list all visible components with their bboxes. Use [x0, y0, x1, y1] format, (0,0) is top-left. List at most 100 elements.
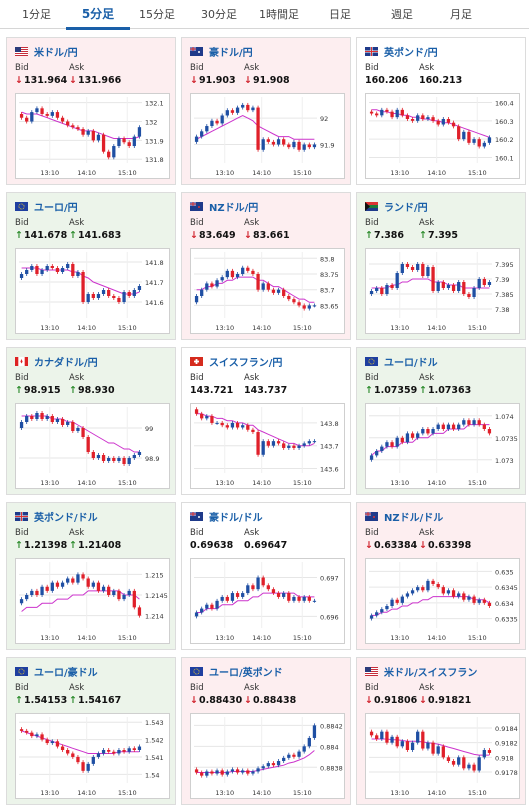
currency-pair-title[interactable]: 英ポンド/円 — [365, 44, 438, 59]
price-chart[interactable]: 1.543 1.542 1.541 1.54 13:10 14:10 15:10 — [15, 713, 170, 799]
nz-flag-icon — [365, 511, 378, 521]
tab-1min[interactable]: 1分足 — [22, 8, 51, 21]
candlestick-chart[interactable]: 0.697 0.696 13:10 14:10 15:10 — [190, 558, 345, 644]
currency-card[interactable]: ユーロ/円 Bid Ask ↑141.678 ↑141.683 141.8 141.7 141… — [6, 192, 176, 340]
currency-card[interactable]: カナダドル/円 Bid Ask ↑98.915 ↑98.930 99 98.9 13:10 14… — [6, 347, 176, 495]
price-chart[interactable]: 99 98.9 13:10 14:10 15:10 — [15, 403, 170, 489]
currency-pair-name[interactable]: カナダドル/円 — [34, 357, 98, 369]
currency-card[interactable]: ユーロ/豪ドル Bid Ask ↑1.54153 ↑1.54167 1.543 1.542 1… — [6, 657, 176, 805]
candle-up — [276, 761, 281, 766]
candlestick-chart[interactable]: 141.8 141.7 141.6 13:10 14:10 15:10 — [15, 248, 170, 334]
currency-pair-name[interactable]: NZドル/円 — [209, 202, 259, 214]
candlestick-chart[interactable]: 99 98.9 13:10 14:10 15:10 — [15, 403, 170, 489]
y-tick-label: 143.6 — [320, 465, 339, 473]
currency-pair-name[interactable]: NZドル/ドル — [384, 512, 444, 524]
currency-pair-title[interactable]: スイスフラン/円 — [190, 354, 283, 369]
currency-pair-name[interactable]: 豪ドル/ドル — [209, 512, 263, 524]
candlestick-chart[interactable]: 0.635 0.6345 0.634 0.6335 13:10 14:10 15:10 — [365, 558, 520, 644]
currency-card[interactable]: NZドル/円 Bid Ask ↓83.649 ↓83.661 83.8 83.75 83.7 8… — [181, 192, 351, 340]
candlestick-chart[interactable]: 0.8842 0.884 0.8838 13:10 14:10 15:10 — [190, 713, 345, 799]
price-chart[interactable]: 0.697 0.696 13:10 14:10 15:10 — [190, 558, 345, 644]
currency-pair-title[interactable]: ユーロ/ドル — [365, 354, 438, 369]
bid-value-text: 131.964 — [23, 75, 68, 86]
currency-pair-name[interactable]: 英ポンド/ドル — [34, 512, 98, 524]
price-chart[interactable]: 1.215 1.2145 1.214 13:10 14:10 15:10 — [15, 558, 170, 644]
ask-value: ↑1.54167 — [69, 695, 121, 706]
candlestick-chart[interactable]: 7.395 7.39 7.385 7.38 13:10 14:10 15:10 — [365, 248, 520, 334]
candle-up — [302, 443, 306, 446]
y-tick-label: 1.214 — [145, 613, 164, 621]
candle-down — [235, 422, 240, 428]
currency-pair-title[interactable]: 英ポンド/ドル — [15, 509, 98, 524]
price-chart[interactable]: 92 91.9 13:10 14:10 15:10 — [190, 93, 345, 179]
currency-card[interactable]: 豪ドル/円 Bid Ask ↓91.903 ↓91.908 92 91.9 13:10 14:1… — [181, 37, 351, 185]
currency-pair-title[interactable]: 豪ドル/ドル — [190, 509, 263, 524]
candlestick-chart[interactable]: 1.543 1.542 1.541 1.54 13:10 14:10 15:10 — [15, 713, 170, 799]
candle-down — [395, 599, 399, 603]
price-chart[interactable]: 0.635 0.6345 0.634 0.6335 13:10 14:10 15:10 — [365, 558, 520, 644]
currency-card[interactable]: ユーロ/英ポンド Bid Ask ↓0.88430 ↓0.88438 0.8842 0.88… — [181, 657, 351, 805]
candle-up — [137, 127, 142, 137]
candle-up — [426, 117, 430, 119]
currency-pair-name[interactable]: 米ドル/円 — [34, 47, 78, 59]
candlestick-chart[interactable]: 1.215 1.2145 1.214 13:10 14:10 15:10 — [15, 558, 170, 644]
currency-pair-title[interactable]: ユーロ/円 — [15, 199, 78, 214]
currency-card[interactable]: 豪ドル/ドル Bid Ask 0.69638 0.69647 0.697 0.696 13:1… — [181, 502, 351, 650]
price-chart[interactable]: 0.8842 0.884 0.8838 13:10 14:10 15:10 — [190, 713, 345, 799]
currency-pair-name[interactable]: 米ドル/スイスフラン — [384, 667, 478, 679]
price-chart[interactable]: 160.4 160.3 160.2 160.1 13:10 14:10 15:10 — [365, 93, 520, 179]
tab-5min[interactable]: 5分足 — [58, 0, 138, 30]
candle-down — [194, 409, 199, 414]
candle-down — [477, 420, 481, 425]
currency-card[interactable]: スイスフラン/円 Bid Ask 143.721 143.737 143.8 143.7 14… — [181, 347, 351, 495]
price-chart[interactable]: 141.8 141.7 141.6 13:10 14:10 15:10 — [15, 248, 170, 334]
currency-card[interactable]: NZドル/ドル Bid Ask ↓0.63384 ↓0.63398 0.635 0.6345… — [356, 502, 526, 650]
candlestick-chart[interactable]: 1.074 1.0735 1.073 13:10 14:10 15:10 — [365, 403, 520, 489]
price-chart[interactable]: 0.9184 0.9182 0.918 0.9178 13:10 14:10 15:10 — [365, 713, 520, 799]
price-chart[interactable]: 1.074 1.0735 1.073 13:10 14:10 15:10 — [365, 403, 520, 489]
x-tick-label: 13:10 — [40, 479, 59, 487]
candle-up — [375, 288, 379, 291]
candlestick-chart[interactable]: 83.8 83.75 83.7 83.65 13:10 14:10 15:10 — [190, 248, 345, 334]
price-chart[interactable]: 143.8 143.7 143.6 13:10 14:10 15:10 — [190, 403, 345, 489]
candlestick-chart[interactable]: 92 91.9 13:10 14:10 15:10 — [190, 93, 345, 179]
currency-card[interactable]: ランド/円 Bid Ask ↑7.386 ↑7.395 7.395 7.39 7.385 7.3… — [356, 192, 526, 340]
currency-card[interactable]: 英ポンド/ドル Bid Ask ↑1.21398 ↑1.21408 1.215 1.2145… — [6, 502, 176, 650]
currency-pair-title[interactable]: 豪ドル/円 — [190, 44, 253, 59]
tab-1hour[interactable]: 1時間足 — [259, 8, 299, 21]
currency-card[interactable]: 英ポンド/円 Bid Ask 160.206 160.213 160.4 160.3 160.… — [356, 37, 526, 185]
candlestick-chart[interactable]: 132.1 132 131.9 131.8 13:10 14:10 15:10 — [15, 93, 170, 179]
candlestick-chart[interactable]: 160.4 160.3 160.2 160.1 13:10 14:10 15:10 — [365, 93, 520, 179]
currency-pair-title[interactable]: NZドル/ドル — [365, 509, 444, 524]
currency-pair-title[interactable]: ユーロ/英ポンド — [190, 664, 283, 679]
candlestick-chart[interactable]: 0.9184 0.9182 0.918 0.9178 13:10 14:10 15:10 — [365, 713, 520, 799]
candle-down — [81, 428, 85, 437]
price-chart[interactable]: 132.1 132 131.9 131.8 13:10 14:10 15:10 — [15, 93, 170, 179]
currency-pair-title[interactable]: NZドル/円 — [190, 199, 259, 214]
currency-pair-title[interactable]: 米ドル/円 — [15, 44, 78, 59]
currency-pair-title[interactable]: ユーロ/豪ドル — [15, 664, 98, 679]
price-chart[interactable]: 7.395 7.39 7.385 7.38 13:10 14:10 15:10 — [365, 248, 520, 334]
currency-pair-name[interactable]: ユーロ/円 — [34, 202, 78, 214]
tab-15min[interactable]: 15分足 — [139, 8, 175, 21]
currency-pair-name[interactable]: 豪ドル/円 — [209, 47, 253, 59]
price-chart[interactable]: 83.8 83.75 83.7 83.65 13:10 14:10 15:10 — [190, 248, 345, 334]
currency-pair-title[interactable]: カナダドル/円 — [15, 354, 98, 369]
currency-pair-title[interactable]: 米ドル/スイスフラン — [365, 664, 478, 679]
tab-weekly[interactable]: 週足 — [391, 8, 413, 21]
currency-pair-name[interactable]: スイスフラン/円 — [209, 357, 283, 369]
currency-pair-name[interactable]: ユーロ/英ポンド — [209, 667, 283, 679]
candlestick-chart[interactable]: 143.8 143.7 143.6 13:10 14:10 15:10 — [190, 403, 345, 489]
tab-30min[interactable]: 30分足 — [201, 8, 237, 21]
tab-monthly[interactable]: 月足 — [450, 8, 472, 21]
currency-pair-name[interactable]: ユーロ/豪ドル — [34, 667, 98, 679]
currency-pair-name[interactable]: ユーロ/ドル — [384, 357, 438, 369]
currency-card[interactable]: 米ドル/スイスフラン Bid Ask ↓0.91806 ↓0.91821 0.9184 0.… — [356, 657, 526, 805]
currency-pair-title[interactable]: ランド/円 — [365, 199, 428, 214]
tab-daily[interactable]: 日足 — [329, 8, 351, 21]
currency-card[interactable]: ユーロ/ドル Bid Ask ↑1.07359 ↑1.07363 1.074 1.0735 1… — [356, 347, 526, 495]
candle-up — [416, 587, 420, 591]
currency-pair-name[interactable]: 英ポンド/円 — [384, 47, 438, 59]
currency-card[interactable]: 米ドル/円 Bid Ask ↓131.964 ↓131.966 132.1 132 131.9… — [6, 37, 176, 185]
currency-pair-name[interactable]: ランド/円 — [384, 202, 428, 214]
